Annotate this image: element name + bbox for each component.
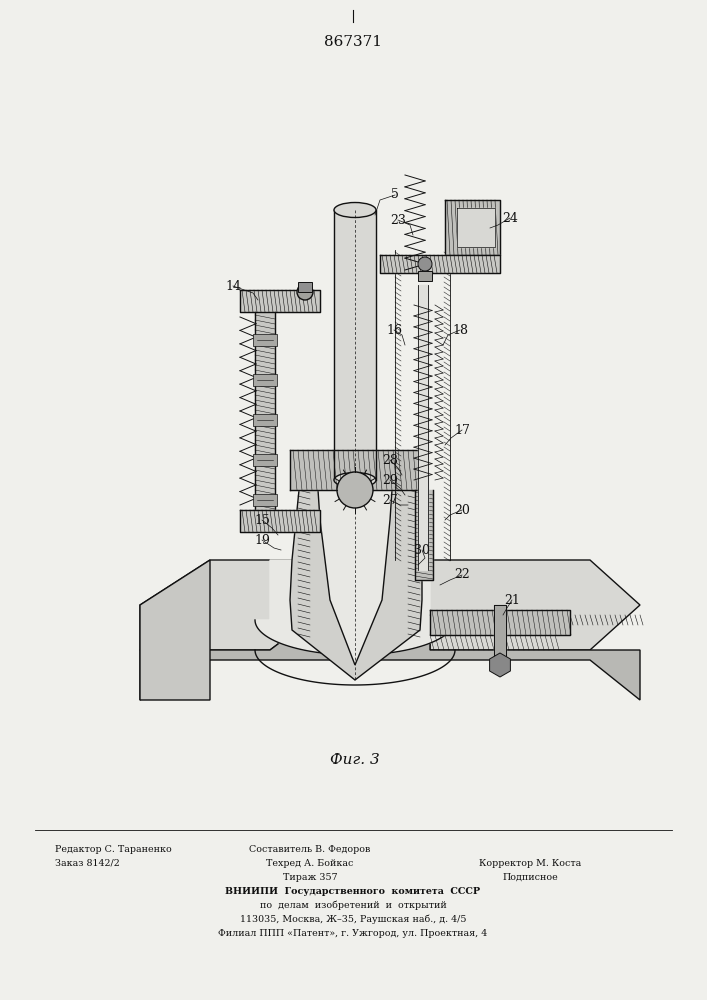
Text: 14: 14 <box>225 279 241 292</box>
Circle shape <box>297 284 313 300</box>
Polygon shape <box>290 480 422 680</box>
Polygon shape <box>140 560 210 700</box>
Bar <box>418 271 432 281</box>
Text: 23: 23 <box>390 214 406 227</box>
Text: Фиг. 3: Фиг. 3 <box>330 753 380 767</box>
Text: 16: 16 <box>386 324 402 336</box>
Text: Техред А. Бойкас: Техред А. Бойкас <box>267 859 354 868</box>
Polygon shape <box>255 560 455 655</box>
Text: Филиал ППП «Патент», г. Ужгород, ул. Проектная, 4: Филиал ППП «Патент», г. Ужгород, ул. Про… <box>218 929 488 938</box>
Polygon shape <box>445 200 500 255</box>
Text: 15: 15 <box>254 514 270 526</box>
Polygon shape <box>140 620 640 700</box>
Text: 20: 20 <box>454 504 470 516</box>
Polygon shape <box>240 510 320 532</box>
Polygon shape <box>140 560 640 650</box>
Polygon shape <box>430 610 570 635</box>
Text: Заказ 8142/2: Заказ 8142/2 <box>55 859 119 868</box>
Text: 5: 5 <box>391 188 399 202</box>
Text: 17: 17 <box>454 424 470 436</box>
Polygon shape <box>418 285 428 570</box>
FancyBboxPatch shape <box>253 414 277 426</box>
Polygon shape <box>415 490 433 580</box>
Text: Редактор С. Тараненко: Редактор С. Тараненко <box>55 845 172 854</box>
Text: 22: 22 <box>454 568 470 582</box>
Text: 867371: 867371 <box>324 35 382 49</box>
Circle shape <box>337 472 373 508</box>
Polygon shape <box>494 605 506 660</box>
Text: Корректор М. Коста: Корректор М. Коста <box>479 859 581 868</box>
Text: 21: 21 <box>504 593 520 606</box>
Text: 27: 27 <box>382 493 398 506</box>
Text: Тираж 357: Тираж 357 <box>283 873 337 882</box>
Bar <box>298 282 312 292</box>
Ellipse shape <box>334 473 376 488</box>
Text: Составитель В. Федоров: Составитель В. Федоров <box>250 845 370 854</box>
FancyBboxPatch shape <box>253 494 277 506</box>
Text: 113035, Москва, Ж–35, Раушская наб., д. 4/5: 113035, Москва, Ж–35, Раушская наб., д. … <box>240 915 466 924</box>
Polygon shape <box>290 450 425 490</box>
Text: 28: 28 <box>382 454 398 466</box>
Polygon shape <box>380 255 500 273</box>
Text: 30: 30 <box>414 544 430 556</box>
Polygon shape <box>457 208 495 247</box>
Text: 24: 24 <box>502 212 518 225</box>
Text: 19: 19 <box>254 534 270 546</box>
Text: 18: 18 <box>452 324 468 336</box>
FancyBboxPatch shape <box>253 334 277 346</box>
Text: по  делам  изобретений  и  открытий: по делам изобретений и открытий <box>259 901 446 910</box>
FancyBboxPatch shape <box>253 374 277 386</box>
Polygon shape <box>334 210 376 480</box>
Circle shape <box>418 257 432 271</box>
Polygon shape <box>255 312 275 510</box>
FancyBboxPatch shape <box>253 454 277 466</box>
Polygon shape <box>318 490 392 665</box>
Ellipse shape <box>334 202 376 218</box>
Text: Подписное: Подписное <box>502 873 558 882</box>
Polygon shape <box>240 290 320 312</box>
Text: ВНИИПИ  Государственного  комитета  СССР: ВНИИПИ Государственного комитета СССР <box>226 887 481 896</box>
Text: 29: 29 <box>382 474 398 487</box>
